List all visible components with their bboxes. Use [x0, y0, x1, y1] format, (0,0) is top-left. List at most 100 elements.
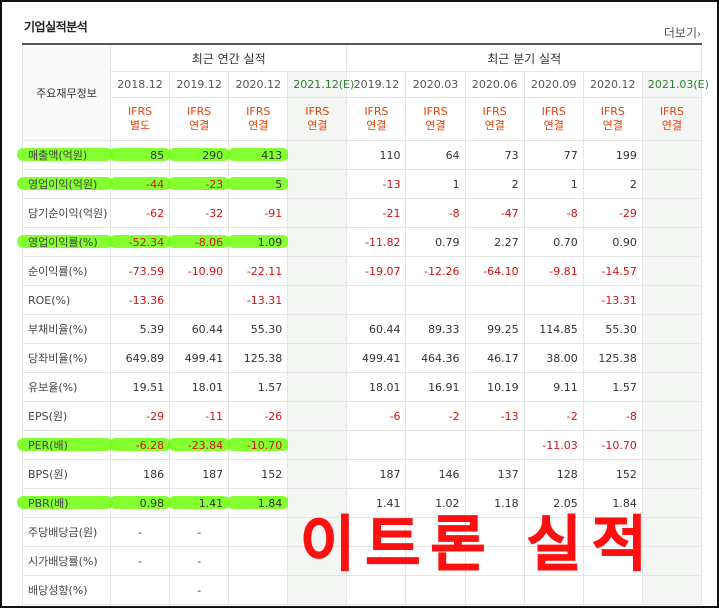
cell-value: 5 — [275, 177, 283, 191]
table-cell — [228, 575, 289, 605]
consolidation-type: 연결 — [248, 119, 269, 132]
cell-value: 1.41 — [375, 496, 401, 510]
table-cell: -19.07 — [346, 256, 407, 286]
cell-value: -91 — [264, 206, 283, 220]
highlighter-mark — [227, 177, 290, 190]
table-cell: -21 — [346, 198, 407, 228]
cell-value: -9.81 — [549, 264, 578, 278]
table-cell — [169, 285, 230, 315]
row-label: 매출액(억원) — [17, 140, 113, 170]
table-cell: 1.57 — [582, 372, 643, 402]
cell-value: 0.90 — [612, 235, 637, 249]
cell-value: -10.70 — [601, 438, 637, 452]
row-label-text: PBR(배) — [28, 497, 69, 510]
more-link[interactable]: 더보기› — [664, 24, 701, 41]
table-cell: -62 — [109, 198, 171, 228]
table-cell: -32 — [169, 198, 230, 228]
table-cell — [287, 140, 348, 170]
cell-value: -6 — [389, 409, 401, 423]
table-cell: -8 — [582, 401, 643, 431]
table-cell — [641, 546, 703, 576]
cell-value: 60.44 — [191, 322, 224, 336]
cell-value: - — [197, 525, 202, 539]
table-cell: 1 — [405, 169, 466, 199]
row-label: ROE(%) — [22, 285, 111, 315]
table-cell: 55.30 — [228, 314, 289, 344]
row-label-text: 영업이익(억원) — [28, 178, 98, 191]
table-cell: 60.44 — [169, 314, 230, 344]
table-cell: 18.01 — [169, 372, 230, 402]
row-label-text: EPS(원) — [28, 410, 68, 423]
cell-value: 1.09 — [257, 235, 283, 249]
table-cell: - — [109, 517, 171, 547]
table-cell: -11 — [169, 401, 230, 431]
highlighter-mark — [168, 235, 231, 248]
table-cell: 146 — [405, 459, 466, 489]
table-row: ROE(%) -13.36 -13.31 -13.31 — [22, 285, 703, 315]
cell-value: 290 — [202, 148, 224, 162]
row-label-text: 유보율(%) — [28, 381, 78, 394]
table-cell: -11.03 — [523, 430, 584, 460]
accounting-standard-header: IFRS 연결 — [287, 97, 348, 141]
table-cell: 2.05 — [523, 488, 584, 518]
table-row: 유보율(%) 19.51 18.01 1.57 18.01 16.91 10.19 9.11 1… — [22, 372, 703, 402]
standard-name: IFRS — [187, 105, 212, 118]
cell-value: 18.01 — [191, 380, 224, 394]
highlighter-mark — [17, 438, 113, 451]
table-cell: 1.02 — [405, 488, 466, 518]
table-cell: 110 — [346, 140, 407, 170]
highlighter-mark — [227, 496, 290, 509]
table-cell: -44 — [109, 169, 172, 199]
table-cell: -6.28 — [109, 430, 172, 460]
accounting-standard-header: IFRS 연결 — [582, 97, 643, 141]
row-label: BPS(원) — [22, 459, 111, 489]
row-label-text: BPS(원) — [28, 468, 68, 481]
cell-value: 85 — [150, 148, 165, 162]
highlighter-mark — [17, 177, 113, 190]
table-cell: -73.59 — [109, 256, 171, 286]
row-label-text: 부채비율(%) — [28, 323, 88, 336]
table-cell: 0.70 — [523, 227, 584, 257]
table-cell — [287, 256, 348, 286]
cell-value: 10.19 — [487, 380, 519, 394]
table-cell: -47 — [464, 198, 525, 228]
table-cell: 1.09 — [227, 227, 290, 257]
table-cell: 0.79 — [405, 227, 466, 257]
table-cell: 60.44 — [346, 314, 407, 344]
cell-value: -2 — [448, 409, 460, 423]
cell-value: 2 — [629, 177, 637, 191]
table-cell — [641, 517, 703, 547]
cell-value: 152 — [615, 467, 637, 481]
table-row: 주당배당금(원) - - — [22, 517, 703, 547]
cell-value: -10.90 — [187, 264, 224, 278]
cell-value: 146 — [438, 467, 460, 481]
table-cell: -10.70 — [227, 430, 290, 460]
highlighter-mark — [227, 148, 290, 161]
consolidation-type: 연결 — [484, 119, 505, 132]
highlighter-mark — [109, 438, 172, 451]
cell-value: -44 — [146, 177, 165, 191]
cell-value: -13 — [500, 409, 519, 423]
table-cell: -12.26 — [405, 256, 466, 286]
consolidation-type: 연결 — [189, 119, 210, 132]
table-cell — [346, 285, 407, 315]
table-cell — [287, 575, 348, 605]
quarterly-group-header: 최근 분기 실적 — [346, 43, 702, 72]
table-row: 부채비율(%) 5.39 60.44 55.30 60.44 89.33 99.25 114.… — [22, 314, 703, 344]
table-cell: -8 — [523, 198, 584, 228]
table-row: 당좌비율(%) 649.89 499.41 125.38 499.41 464.36 46.… — [22, 343, 703, 373]
row-label: 유보율(%) — [22, 372, 111, 402]
table-row: 당기순이익(억원) -62 -32 -91 -21 -8 -47 -8 -29 — [22, 198, 703, 228]
cell-value: 55.30 — [250, 322, 283, 336]
period-header: 2020.12 — [228, 71, 289, 98]
cell-value: -29 — [618, 206, 637, 220]
table-cell — [523, 285, 584, 315]
row-label: 순이익률(%) — [22, 256, 111, 286]
cell-value: -13.31 — [601, 293, 637, 307]
table-cell: 290 — [168, 140, 231, 170]
highlighter-mark — [227, 438, 290, 451]
highlighter-mark — [17, 496, 113, 509]
row-label: 당좌비율(%) — [22, 343, 111, 373]
table-cell: -13 — [464, 401, 525, 431]
table-cell: -13.31 — [582, 285, 643, 315]
